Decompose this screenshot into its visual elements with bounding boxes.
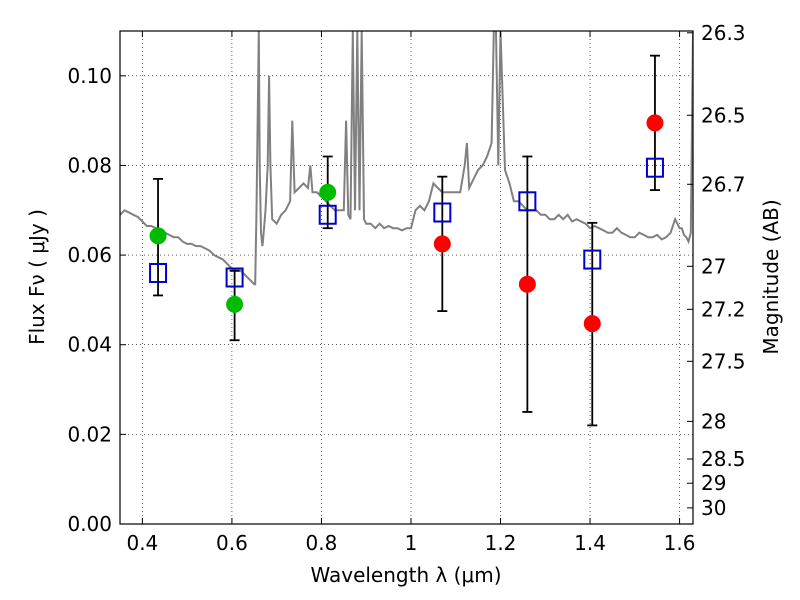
- magnitude-tick-label: 27: [701, 254, 726, 278]
- x-tick-label: 1.4: [574, 531, 606, 555]
- x-tick-label: 0.4: [126, 531, 158, 555]
- data-point-circle: [319, 183, 337, 201]
- data-point-square: [318, 204, 337, 225]
- magnitude-tick-label: 26.3: [701, 21, 746, 45]
- y2-axis-label: Magnitude (AB): [759, 199, 783, 354]
- y-axis-left: 0.00 0.02 0.04 0.06 0.08 0.10: [67, 64, 126, 536]
- plot-area: [120, 31, 693, 427]
- data-point-square: [433, 202, 452, 223]
- data-point-circle: [226, 295, 244, 313]
- data-point-square: [645, 157, 664, 178]
- x-tick-label: 1.6: [664, 531, 696, 555]
- x-tick-label: 0.6: [216, 531, 248, 555]
- spectrum-line: [120, 31, 693, 286]
- y-tick-label: 0.08: [67, 153, 112, 177]
- data-point-square: [583, 249, 602, 270]
- x-tick-label: 1: [405, 531, 418, 555]
- magnitude-tick-label: 29: [701, 471, 726, 495]
- magnitude-tick-label: 26.5: [701, 103, 746, 127]
- data-point-circle: [518, 275, 536, 293]
- y-tick-label: 0.02: [67, 422, 112, 446]
- data-point-circle: [583, 315, 601, 333]
- y-tick-label: 0.10: [67, 64, 112, 88]
- y-axis-label: Flux Fν ( μJy ): [25, 209, 49, 345]
- data-point-square: [149, 263, 168, 284]
- marker-layer: [149, 114, 664, 333]
- x-tick-label: 0.8: [306, 531, 338, 555]
- data-point-square: [225, 267, 244, 288]
- y-tick-label: 0.06: [67, 243, 112, 267]
- plot-frame: [119, 30, 694, 525]
- magnitude-tick-label: 28: [701, 409, 726, 433]
- data-point-square: [518, 191, 537, 212]
- y-tick-label: 0.00: [67, 512, 112, 536]
- x-axis: 0.4 0.6 0.8 1 1.2 1.4 1.6: [126, 31, 695, 555]
- y-tick-label: 0.04: [67, 333, 112, 357]
- data-point-circle: [433, 235, 451, 253]
- magnitude-tick-label: 26.7: [701, 172, 746, 196]
- x-tick-label: 1.2: [485, 531, 517, 555]
- magnitude-tick-label: 30: [701, 496, 726, 520]
- data-point-circle: [149, 227, 167, 245]
- magnitude-tick-label: 27.5: [701, 349, 746, 373]
- magnitude-tick-label: 28.5: [701, 447, 746, 471]
- grid-layer: [120, 31, 693, 525]
- x-axis-label: Wavelength λ (μm): [310, 563, 501, 587]
- errorbar-layer: [153, 54, 660, 427]
- magnitude-tick-label: 27.2: [701, 297, 746, 321]
- data-point-circle: [646, 114, 664, 132]
